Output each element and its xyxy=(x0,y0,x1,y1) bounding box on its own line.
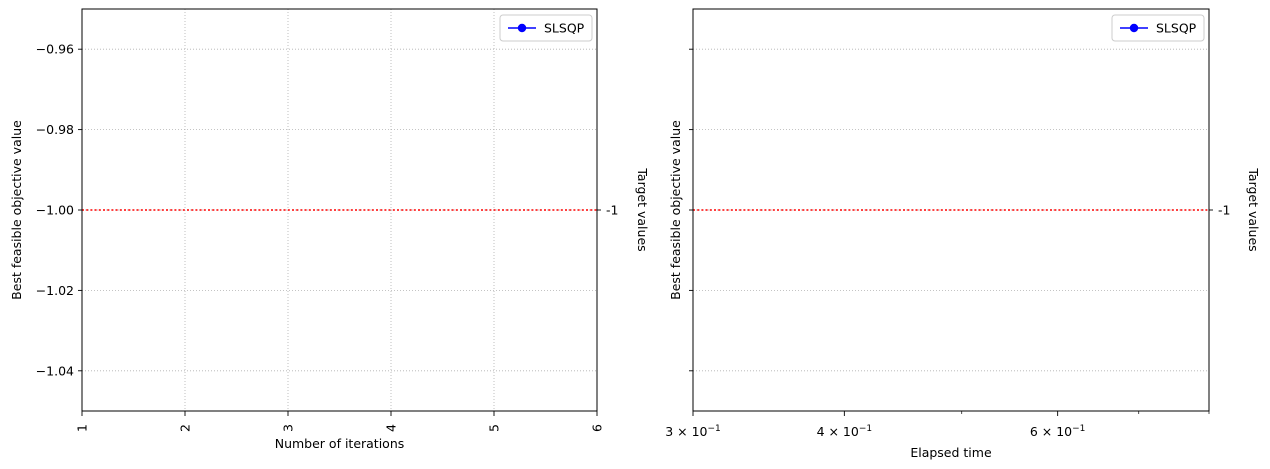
target-tick-label: -1 xyxy=(1218,203,1230,218)
x-tick-label: 4 xyxy=(384,424,399,432)
x-tick-label-exponent: −1 xyxy=(859,424,872,434)
y-tick-label: −0.98 xyxy=(36,122,74,137)
x-tick-label: 5 xyxy=(487,424,502,432)
legend-label: SLSQP xyxy=(544,21,585,36)
x-tick-label-exponent: −1 xyxy=(1072,424,1085,434)
x-axis-label: Elapsed time xyxy=(910,445,992,460)
x-tick-label: 4 × 10−1 xyxy=(817,424,873,439)
legend: SLSQP xyxy=(1111,14,1205,42)
iterations-chart: −0.96 −0.98 −1.00 −1.02 −1.04 -1 1 2 3 4 5 6 Number … xyxy=(9,8,650,451)
x-tick-label: 3 × 10−1 xyxy=(665,424,721,439)
y-tick-label: −1.00 xyxy=(36,203,74,218)
x-tick-label-base: 6 × 10 xyxy=(1030,424,1072,439)
legend-marker xyxy=(1129,23,1139,33)
legend-box xyxy=(1111,14,1205,42)
x-tick-label-exponent: −1 xyxy=(708,424,721,434)
x-axis-label: Number of iterations xyxy=(275,436,405,451)
x-tick-label-base: 4 × 10 xyxy=(817,424,859,439)
y-tick-label: −1.02 xyxy=(36,283,74,298)
right-axis-label: Target values xyxy=(635,167,650,251)
y-axis-label: Best feasible objective value xyxy=(9,120,24,300)
legend-marker xyxy=(517,23,527,33)
x-tick-label: 1 xyxy=(75,424,90,432)
y-axis-label: Best feasible objective value xyxy=(668,120,683,300)
x-tick-label: 6 × 10−1 xyxy=(1030,424,1086,439)
legend: SLSQP xyxy=(499,14,593,42)
right-axis-label: Target values xyxy=(1246,167,1261,251)
y-tick-label: −0.96 xyxy=(36,42,74,57)
legend-box xyxy=(499,14,593,42)
y-tick-label: −1.04 xyxy=(36,363,74,378)
x-tick-label: 3 xyxy=(281,424,296,432)
x-tick-label-base: 3 × 10 xyxy=(665,424,707,439)
x-tick-label: 2 xyxy=(178,424,193,432)
target-tick-label: -1 xyxy=(606,203,618,218)
x-tick-label: 6 xyxy=(590,424,605,432)
legend-label: SLSQP xyxy=(1156,21,1197,36)
